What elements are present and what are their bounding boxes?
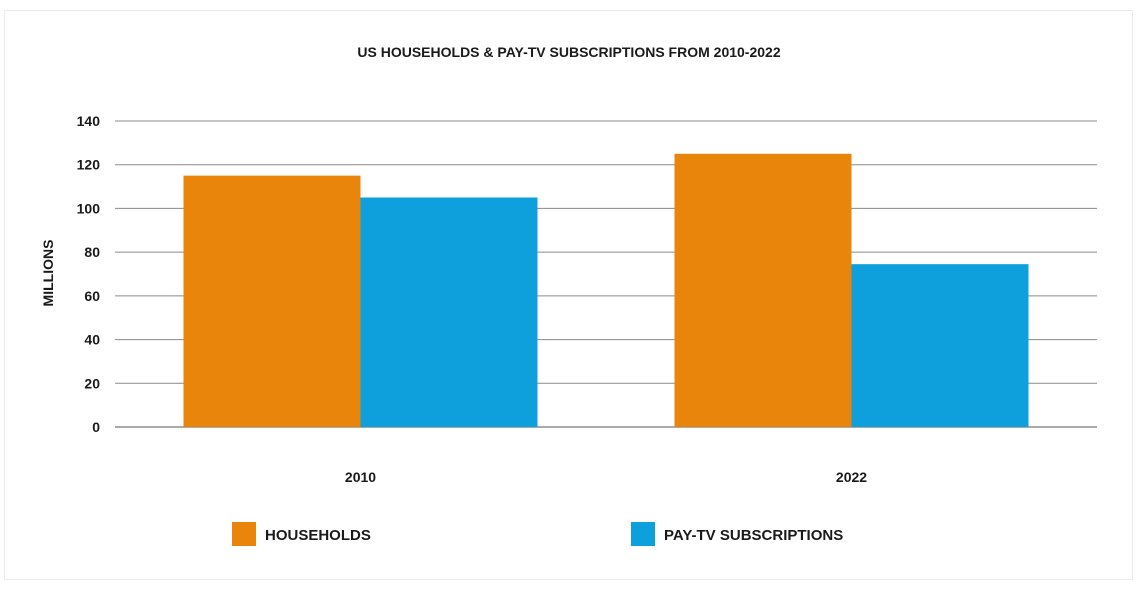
y-tick-label: 120 [77,157,101,173]
bar-pay-tv-2022 [851,264,1029,427]
y-tick-label: 20 [84,375,100,391]
bar-households-2010 [183,175,361,427]
y-tick-label: 100 [77,200,101,216]
chart-title: US HOUSEHOLDS & PAY-TV SUBSCRIPTIONS FRO… [357,44,780,60]
bar-pay-tv-2010 [360,197,538,427]
x-tick-labels: 2010 2022 [345,469,867,485]
y-tick-label: 0 [92,419,100,435]
bars [183,153,1029,428]
legend-label: PAY-TV SUBSCRIPTIONS [664,527,843,544]
bar-households-2022 [674,153,852,428]
y-axis-label: MILLIONS [40,240,56,307]
legend-swatch [232,522,256,546]
legend-swatch [631,522,655,546]
x-tick-label: 2010 [345,469,376,485]
y-tick-label: 140 [77,113,101,129]
x-tick-label: 2022 [836,469,867,485]
y-tick-label: 60 [84,288,100,304]
legend: HOUSEHOLDS PAY-TV SUBSCRIPTIONS [232,522,843,546]
y-tick-label: 80 [84,244,100,260]
legend-label: HOUSEHOLDS [265,527,371,544]
y-tick-label: 40 [84,332,100,348]
y-tick-labels: 0 20 40 60 80 100 120 140 [77,113,101,435]
